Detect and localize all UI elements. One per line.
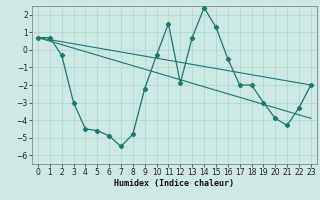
X-axis label: Humidex (Indice chaleur): Humidex (Indice chaleur)	[115, 179, 234, 188]
